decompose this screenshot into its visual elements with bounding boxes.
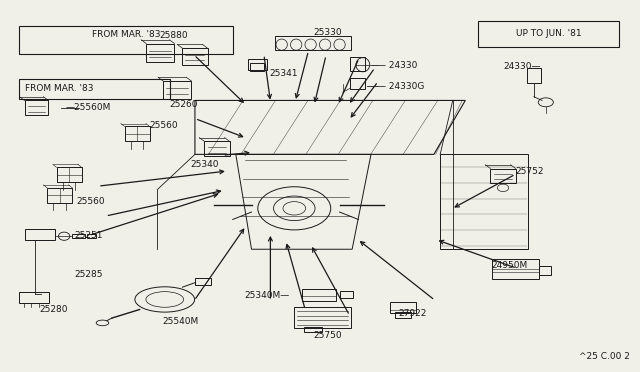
Bar [163,81,191,99]
Bar [146,44,175,62]
Bar [47,188,72,203]
Bar [87,234,96,238]
Bar [19,292,49,303]
Text: —25560M: —25560M [66,103,111,112]
Text: 25752: 25752 [516,167,544,176]
Bar [275,36,351,50]
Bar [490,169,516,183]
Bar [340,291,353,298]
Bar [527,68,541,83]
Bar [395,312,412,318]
Text: 25251: 25251 [74,231,102,240]
Bar [195,278,211,285]
Bar [25,229,55,240]
Bar [349,78,365,89]
Bar [19,79,170,99]
Text: UP TO JUN. '81: UP TO JUN. '81 [516,29,582,38]
Text: 25750: 25750 [313,331,342,340]
Bar [19,26,233,54]
Text: ^25 C.00 2: ^25 C.00 2 [579,352,629,361]
Bar [305,327,322,332]
Text: 25285: 25285 [74,270,102,279]
Text: 24950M: 24950M [492,262,528,270]
Bar [204,141,230,156]
Text: 25341: 25341 [269,69,298,78]
Bar [125,126,150,141]
Bar [72,234,85,238]
Bar [182,48,207,65]
Text: 25340M—: 25340M— [244,291,289,300]
Bar [492,259,539,279]
Bar [24,100,49,115]
Text: 25330: 25330 [313,28,342,37]
Text: 25880: 25880 [160,31,188,40]
Text: 25560: 25560 [150,121,179,130]
Bar [390,302,416,313]
Text: — 24330G: — 24330G [378,82,425,91]
Text: 25540M: 25540M [162,317,198,326]
Text: 25260: 25260 [169,100,198,109]
Text: — 24330: — 24330 [378,61,418,70]
Bar [478,21,620,46]
Text: FROM MAR. '83: FROM MAR. '83 [92,31,160,39]
Bar [56,167,82,182]
Bar [294,307,351,328]
Text: 27922: 27922 [398,309,426,318]
Bar [250,63,264,71]
Text: 24330—: 24330— [503,62,541,71]
Text: 25560: 25560 [77,197,106,206]
Text: FROM MAR. '83: FROM MAR. '83 [25,84,93,93]
Bar [539,266,552,275]
Text: 25280: 25280 [39,305,67,314]
Bar [349,57,365,71]
Bar [248,59,267,70]
Text: 25340: 25340 [191,160,219,169]
Bar [302,289,337,301]
